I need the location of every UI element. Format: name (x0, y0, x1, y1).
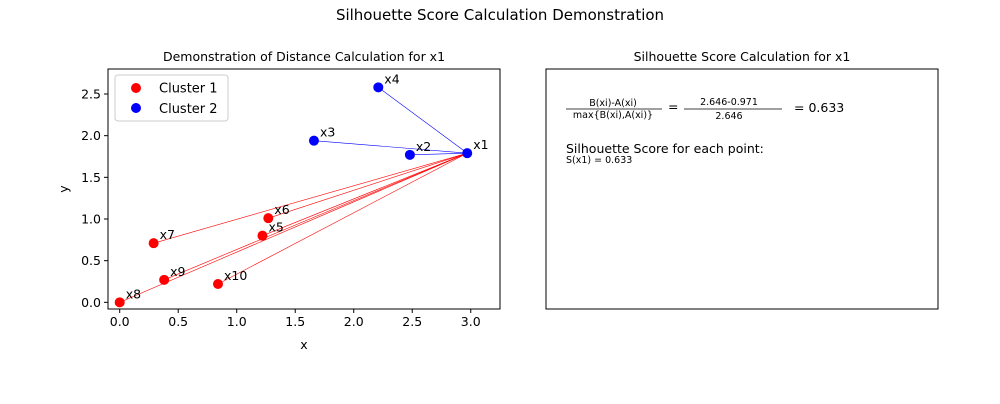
calc-panel-title: Silhouette Score Calculation for x1 (634, 49, 851, 64)
distance-line-x1-x8 (119, 152, 468, 303)
x-tick-label: 3.0 (461, 314, 481, 329)
legend-marker-cluster-1 (131, 83, 141, 93)
calc-panel-frame (545, 68, 939, 310)
point-label-x5: x5 (268, 220, 283, 235)
point-x7 (148, 238, 159, 249)
y-tick-label: 1.0 (81, 212, 101, 227)
score-line: S(x1) = 0.633 (566, 155, 632, 166)
plot-area-frame (107, 68, 501, 310)
point-label-x3: x3 (320, 125, 335, 140)
point-label-x1: x1 (473, 137, 488, 152)
distance-line-x1-x9 (164, 152, 468, 281)
values-numerator: 2.646-0.971 (700, 97, 758, 108)
point-label-x4: x4 (384, 71, 399, 86)
legend-frame (114, 74, 229, 122)
point-x5 (257, 230, 268, 241)
distance-line-x1-x2 (409, 152, 468, 156)
point-label-x8: x8 (126, 286, 141, 301)
y-tick-label: 2.5 (81, 87, 101, 102)
x-tick-label: 2.5 (402, 314, 422, 329)
point-x9 (159, 274, 170, 285)
section-heading: Silhouette Score for each point: (566, 141, 764, 156)
point-label-x2: x2 (416, 139, 431, 154)
point-x2 (404, 149, 415, 160)
distance-line-x1-x10 (217, 152, 468, 285)
legend-marker-cluster-2 (131, 103, 141, 113)
point-x3 (308, 135, 319, 146)
point-x6 (263, 213, 274, 224)
y-axis-label: y (56, 185, 71, 193)
point-x4 (373, 82, 384, 93)
values-denominator: 2.646 (715, 111, 742, 122)
distance-line-x1-x5 (262, 152, 468, 236)
y-tick-label: 1.5 (81, 170, 101, 185)
point-label-x10: x10 (224, 268, 247, 283)
y-tick-label: 0.0 (81, 295, 101, 310)
x-tick-label: 0.0 (110, 314, 130, 329)
distance-line-x1-x6 (268, 152, 468, 219)
point-label-x6: x6 (274, 202, 289, 217)
x-axis-label: x (300, 337, 307, 352)
point-x1 (462, 148, 473, 159)
equals-sign: = (668, 99, 678, 114)
silhouette-calculation-panel: Silhouette Score Calculation for x1 B(xi… (545, 49, 939, 310)
y-tick-label: 0.5 (81, 253, 101, 268)
point-x8 (114, 297, 125, 308)
formula-denominator: max{B(xi),A(xi)} (573, 110, 653, 121)
distance-line-x1-x4 (378, 87, 468, 154)
legend-label-cluster-1: Cluster 1 (159, 82, 218, 97)
point-label-x9: x9 (170, 264, 185, 279)
legend-label-cluster-2: Cluster 2 (159, 102, 218, 117)
distance-line-x1-x3 (313, 140, 468, 154)
x-tick-label: 2.0 (344, 314, 364, 329)
point-x10 (212, 279, 223, 289)
legend: Cluster 1 Cluster 2 (114, 74, 229, 122)
x-tick-label: 1.0 (227, 314, 247, 329)
point-label-x7: x7 (160, 227, 175, 242)
distance-line-x1-x7 (153, 152, 468, 244)
distance-scatter-chart: Demonstration of Distance Calculation fo… (56, 49, 501, 352)
x-tick-label: 1.5 (285, 314, 305, 329)
chart-title: Demonstration of Distance Calculation fo… (163, 49, 445, 64)
result-value: = 0.633 (794, 100, 844, 115)
x-tick-label: 0.5 (168, 314, 188, 329)
y-tick-label: 2.0 (81, 128, 101, 143)
figure-suptitle: Silhouette Score Calculation Demonstrati… (336, 6, 664, 24)
formula-numerator: B(xi)-A(xi) (589, 98, 637, 109)
